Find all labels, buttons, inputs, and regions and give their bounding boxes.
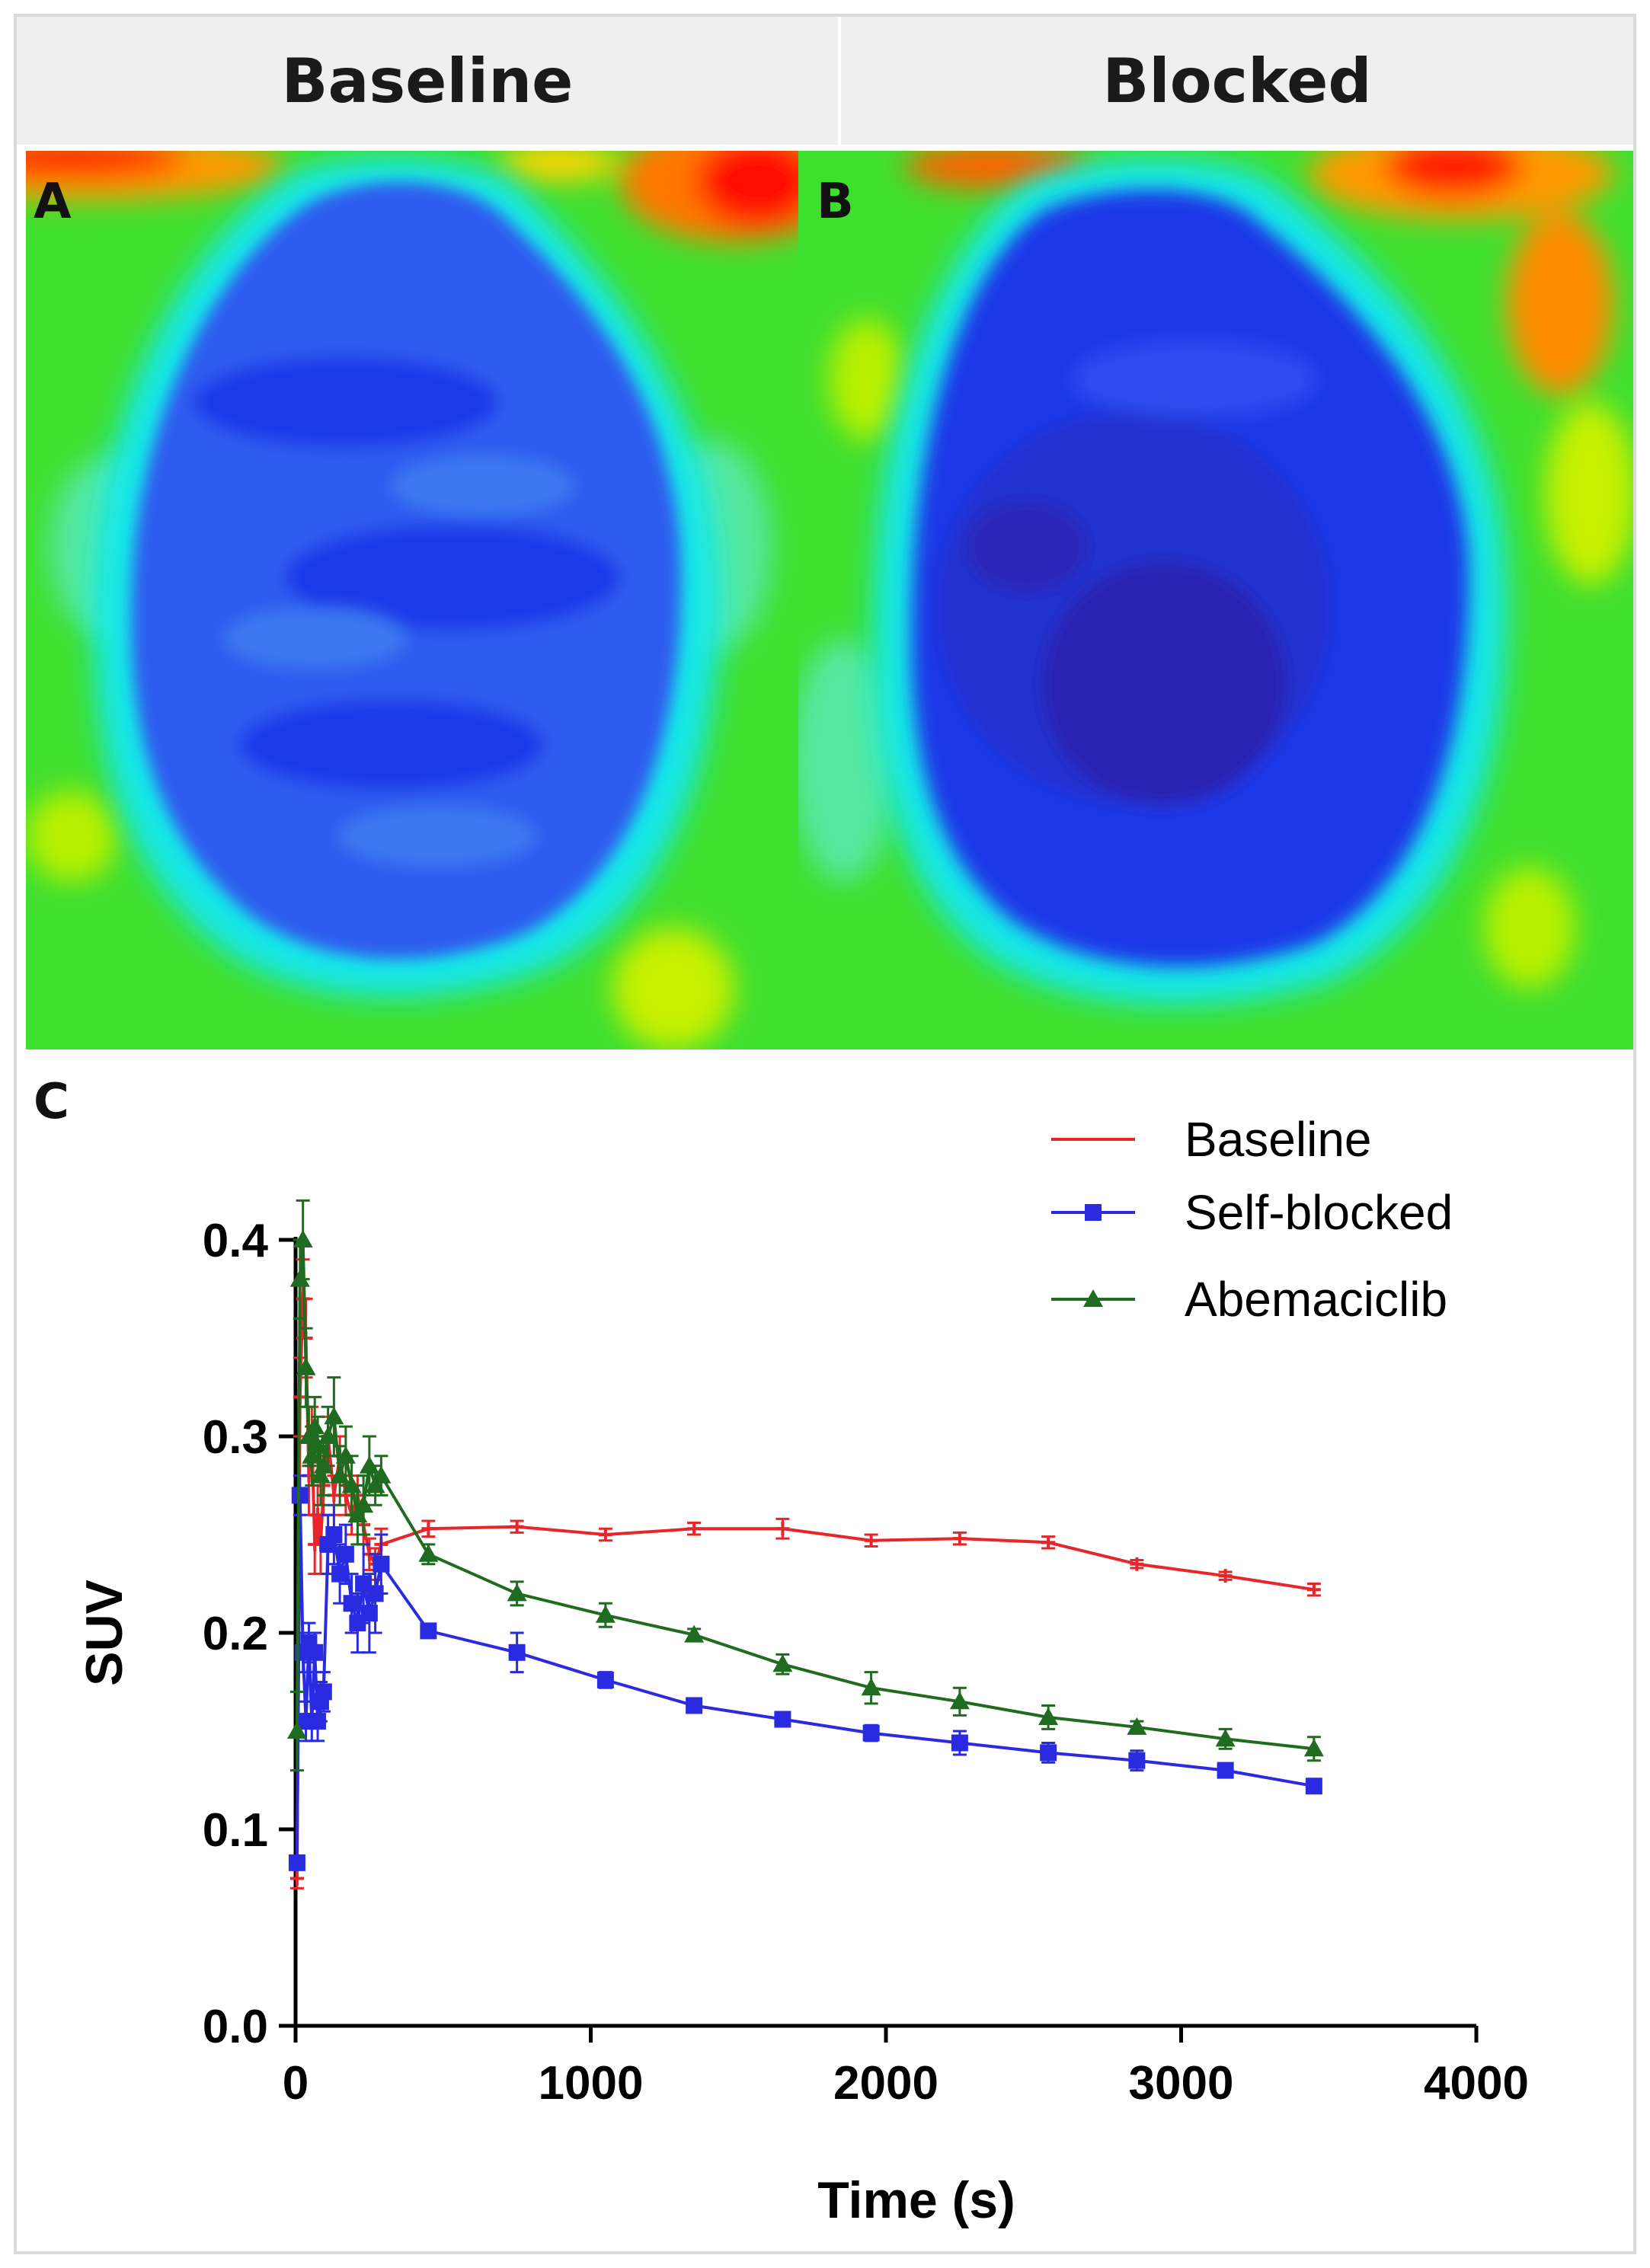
data-point	[420, 1622, 437, 1640]
data-point	[293, 1230, 313, 1247]
data-point	[343, 1595, 360, 1612]
data-point	[1127, 1717, 1147, 1735]
blocked-column-header: Blocked	[841, 17, 1633, 145]
data-point	[949, 1691, 970, 1710]
x-tick-label: 2000	[833, 2057, 939, 2110]
panel-label-a: A	[34, 174, 72, 230]
panel-label-c: C	[34, 1074, 69, 1130]
data-point	[1041, 1535, 1056, 1550]
y-axis: 0.0 0.1 0.2 0.3 0.4	[203, 1215, 298, 2053]
data-point	[1130, 1557, 1144, 1571]
y-tick-label: 0.4	[203, 1215, 269, 1267]
data-point	[510, 1519, 524, 1534]
legend-item: Abemaciclib	[1051, 1272, 1447, 1327]
data-point	[1038, 1707, 1059, 1725]
data-point	[862, 1724, 880, 1742]
data-point	[1215, 1729, 1236, 1747]
series-abemaciclib	[286, 1199, 1324, 1772]
data-point	[373, 1555, 390, 1573]
data-point	[507, 1583, 527, 1602]
data-point	[687, 1522, 702, 1536]
data-point	[684, 1624, 705, 1643]
data-point	[1306, 1583, 1321, 1597]
series-baseline	[289, 1258, 1321, 1889]
data-point	[324, 1407, 344, 1425]
data-point	[952, 1532, 967, 1546]
data-point	[1040, 1744, 1057, 1762]
baseline-column-header: Baseline	[17, 17, 838, 145]
data-point	[305, 1417, 325, 1435]
baseline-pet-heatmap	[26, 151, 798, 1049]
data-point	[951, 1734, 968, 1752]
x-tick-label: 3000	[1129, 2057, 1234, 2110]
legend-item: Baseline	[1051, 1112, 1372, 1167]
blocked-pet-heatmap	[798, 151, 1633, 1049]
legend-item: Self-blocked	[1051, 1185, 1453, 1240]
legend-label: Self-blocked	[1185, 1185, 1453, 1240]
data-point	[861, 1678, 881, 1696]
series-self-blocked	[288, 1474, 1322, 1871]
data-point	[418, 1544, 439, 1562]
y-tick-label: 0.0	[203, 2001, 268, 2053]
data-point	[1305, 1778, 1322, 1795]
data-point	[306, 1644, 324, 1661]
data-point	[288, 1854, 305, 1871]
data-point	[772, 1654, 793, 1672]
y-tick-label: 0.2	[203, 1608, 268, 1660]
data-point	[337, 1545, 354, 1563]
data-point	[325, 1526, 343, 1543]
data-point	[310, 1465, 331, 1484]
data-point	[1303, 1739, 1324, 1757]
legend-label: Abemaciclib	[1185, 1272, 1447, 1327]
y-axis-label: SUV	[75, 1580, 133, 1686]
data-point	[596, 1671, 614, 1688]
data-point	[598, 1528, 612, 1541]
data-point	[1218, 1569, 1233, 1583]
data-point	[289, 1871, 304, 1886]
y-tick-label: 0.3	[203, 1411, 268, 1464]
legend-swatch-marker	[1085, 1204, 1102, 1221]
series-line	[295, 1299, 1315, 1879]
data-point	[315, 1683, 332, 1701]
series-line	[295, 1495, 1315, 1863]
header-divider	[838, 17, 841, 145]
x-axis: 0 1000 2000 3000 4000	[283, 2024, 1529, 2110]
data-point	[686, 1697, 703, 1714]
data-point	[353, 1495, 374, 1513]
data-point	[371, 1465, 392, 1484]
data-point	[508, 1644, 526, 1661]
data-point	[775, 1522, 790, 1536]
data-point	[1217, 1762, 1234, 1779]
data-point	[296, 1357, 316, 1375]
panel-label-b: B	[817, 174, 854, 230]
data-point	[421, 1522, 436, 1536]
legend: Baseline Self-blocked Abemaciclib	[1051, 1112, 1453, 1327]
data-point	[360, 1605, 378, 1622]
x-tick-label: 4000	[1424, 2057, 1529, 2110]
legend-label: Baseline	[1185, 1112, 1372, 1167]
data-point	[774, 1711, 791, 1728]
series-group	[286, 1199, 1324, 1889]
data-point	[864, 1533, 878, 1548]
data-point	[286, 1721, 307, 1739]
legend-swatch-marker	[1083, 1289, 1103, 1307]
data-point	[331, 1565, 349, 1583]
y-tick-label: 0.1	[203, 1804, 268, 1857]
data-point	[595, 1605, 616, 1623]
data-point	[1128, 1752, 1146, 1769]
x-tick-label: 1000	[539, 2057, 644, 2110]
series-line	[295, 1239, 1315, 1751]
x-axis-label: Time (s)	[817, 2171, 1015, 2229]
x-tick-label: 0	[283, 2057, 309, 2110]
